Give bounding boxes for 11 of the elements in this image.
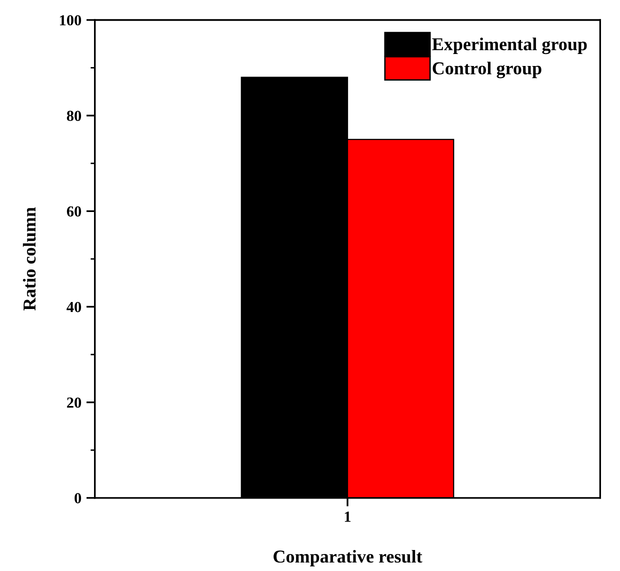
y-tick-label: 100 xyxy=(60,15,82,26)
y-tick-label: 20 xyxy=(67,397,82,408)
x-tick-label: 1 xyxy=(344,512,351,522)
y-tick-label: 40 xyxy=(66,302,82,312)
x-axis-title: Comparative result xyxy=(274,550,422,566)
legend-label: Experimental group xyxy=(432,38,587,54)
legend-label: Control group xyxy=(432,62,542,78)
y-tick-label: 60 xyxy=(66,206,82,217)
y-tick-label: 80 xyxy=(66,110,82,122)
y-tick-label: 0 xyxy=(74,493,82,504)
y-axis-title: Ratio column xyxy=(22,207,36,311)
